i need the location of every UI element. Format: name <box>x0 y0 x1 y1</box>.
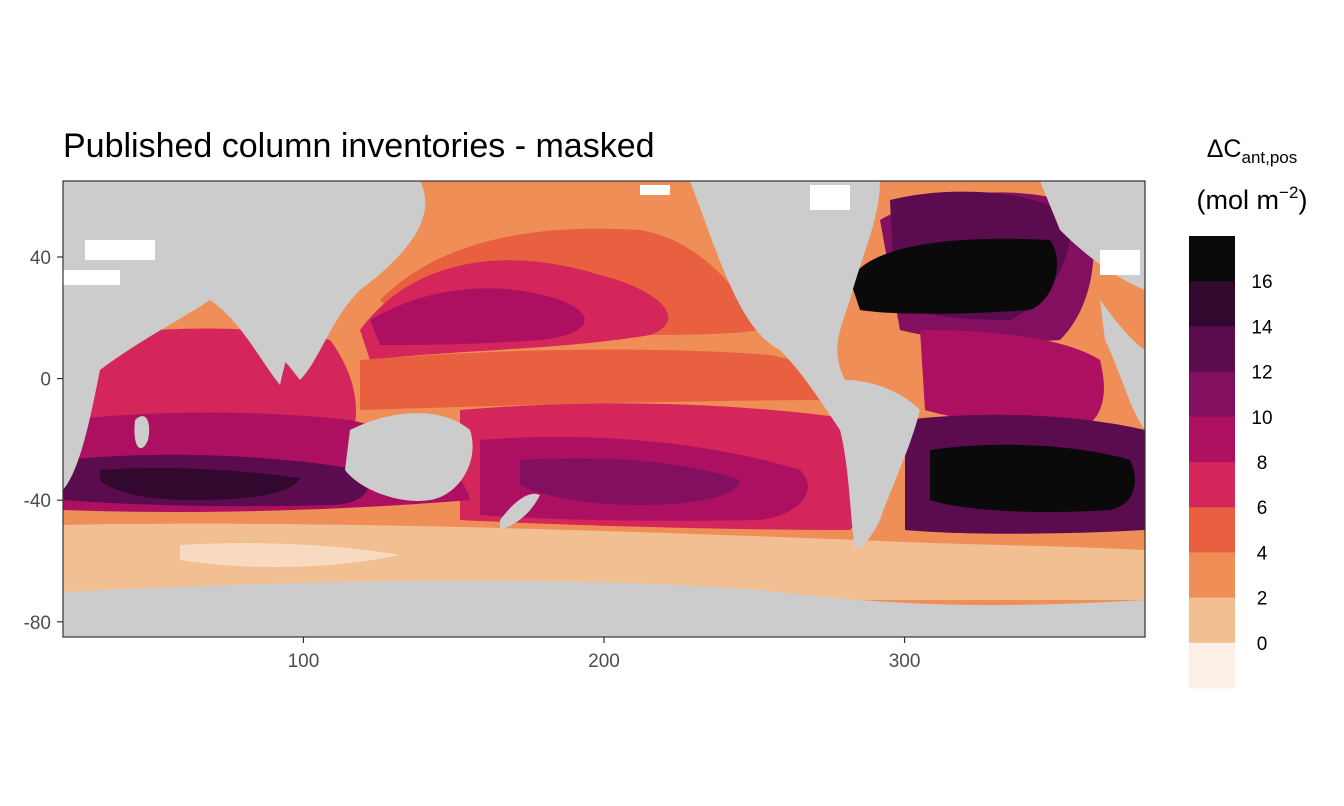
legend-break-label: 12 <box>1251 363 1272 384</box>
x-tick-label: 300 <box>889 651 921 672</box>
legend-break-label: 14 <box>1251 317 1273 338</box>
legend-unit-superscript: −2 <box>1279 183 1298 202</box>
legend-title-main: ΔC <box>1207 135 1242 163</box>
tropical-atlantic-band-10 <box>920 330 1104 430</box>
north-pacific-band-8 <box>370 288 585 345</box>
y-tick-label: 40 <box>30 248 51 269</box>
legend-break-label: 6 <box>1257 498 1268 519</box>
x-tick-label: 100 <box>288 651 320 672</box>
legend-unit: (mol m−2) <box>1197 183 1308 215</box>
legend-color-swatch <box>1189 642 1235 689</box>
legend-color-swatch <box>1189 236 1235 282</box>
legend-color-swatch <box>1189 416 1235 463</box>
y-tick-label: -40 <box>24 491 51 512</box>
south-atlantic-band-16 <box>930 444 1135 512</box>
europe-africa-west-land <box>1100 300 1145 430</box>
arabia-india-land <box>210 300 300 385</box>
legend-break-label: 8 <box>1257 453 1268 474</box>
south-pacific-band-10 <box>520 458 740 505</box>
legend-color-swatch <box>1189 281 1235 327</box>
legend-unit-close: ) <box>1298 185 1307 215</box>
legend-unit-open: (mol m <box>1197 185 1280 215</box>
southern-ocean-band-0 <box>180 543 400 567</box>
north-atlantic-band-16 <box>850 238 1058 314</box>
legend-color-swatch <box>1189 507 1235 553</box>
x-tick-label: 200 <box>588 651 620 672</box>
legend-break-label: 2 <box>1257 589 1268 610</box>
legend-break-label: 4 <box>1257 543 1268 564</box>
legend-break-label: 16 <box>1251 272 1272 293</box>
australia-land <box>345 413 473 501</box>
new-zealand-land <box>500 493 540 530</box>
legend-color-swatch <box>1189 371 1235 418</box>
antarctica-land <box>63 580 1145 637</box>
chart-title: Published column inventories - masked <box>63 127 655 165</box>
legend-color-swatch <box>1189 552 1235 599</box>
legend: ΔCant,pos (mol m−2) 16 14 12 10 8 6 4 2 0 <box>1189 135 1307 689</box>
legend-break-label: 0 <box>1257 634 1268 655</box>
legend-title-subscript: ant,pos <box>1242 148 1298 167</box>
legend-color-swatch <box>1189 462 1235 508</box>
americas-land <box>690 181 920 549</box>
masked-patches <box>63 185 1140 285</box>
legend-color-swatch <box>1189 326 1235 373</box>
madagascar-land <box>134 416 150 449</box>
map-panel <box>62 180 1146 638</box>
y-tick-label: -80 <box>24 613 51 634</box>
legend-color-swatch <box>1189 597 1235 644</box>
y-tick-label: 0 <box>40 370 51 391</box>
legend-break-label: 10 <box>1251 408 1272 429</box>
equatorial-pacific-band <box>360 349 850 410</box>
legend-title: ΔCant,pos <box>1207 135 1298 167</box>
indian-ocean-band-14 <box>100 467 300 500</box>
southern-ocean-band-2 <box>63 523 1145 600</box>
